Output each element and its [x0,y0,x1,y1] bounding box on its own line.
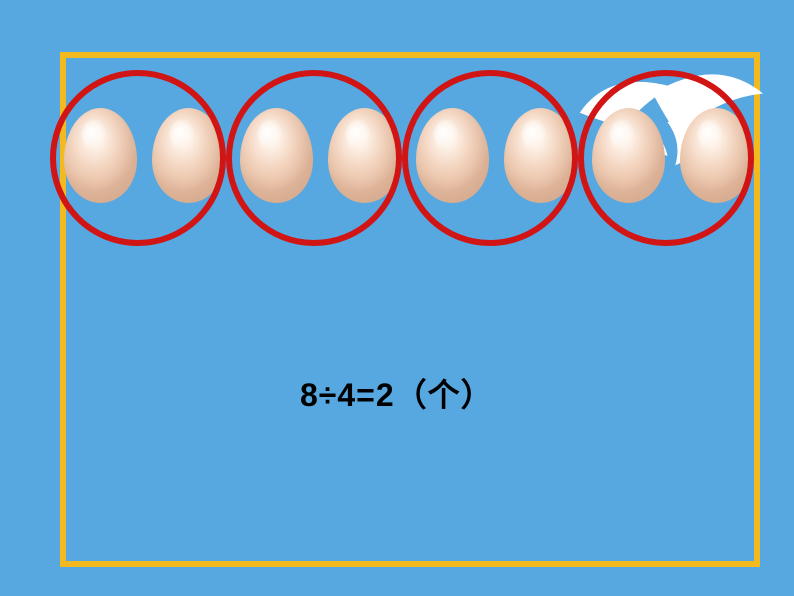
group-circle [578,70,754,246]
division-equation: 8÷4=2（个） [300,370,494,416]
diagram-stage: 8÷4=2（个） [0,0,794,596]
group-circle [402,70,578,246]
group-circle [50,70,226,246]
group-circle [226,70,402,246]
